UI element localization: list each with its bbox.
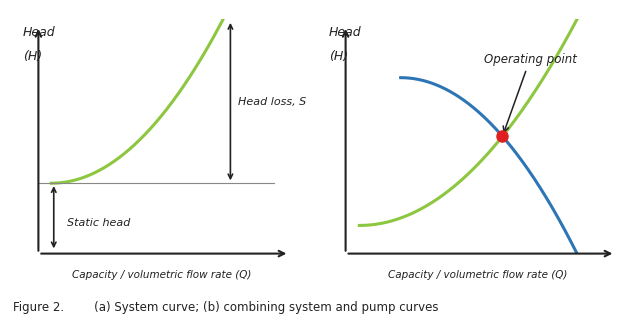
Text: Static head: Static head bbox=[67, 218, 130, 228]
Text: Figure 2.        (a) System curve; (b) combining system and pump curves: Figure 2. (a) System curve; (b) combinin… bbox=[13, 301, 438, 314]
Text: (H): (H) bbox=[329, 49, 348, 62]
Text: Head: Head bbox=[23, 26, 56, 39]
Text: (H): (H) bbox=[23, 49, 42, 62]
Text: Head: Head bbox=[329, 26, 362, 39]
Text: Capacity / volumetric flow rate (Q): Capacity / volumetric flow rate (Q) bbox=[72, 270, 251, 280]
Text: Head loss, S: Head loss, S bbox=[238, 97, 307, 107]
Text: Capacity / volumetric flow rate (Q): Capacity / volumetric flow rate (Q) bbox=[388, 270, 568, 280]
Text: Operating point: Operating point bbox=[484, 53, 577, 132]
